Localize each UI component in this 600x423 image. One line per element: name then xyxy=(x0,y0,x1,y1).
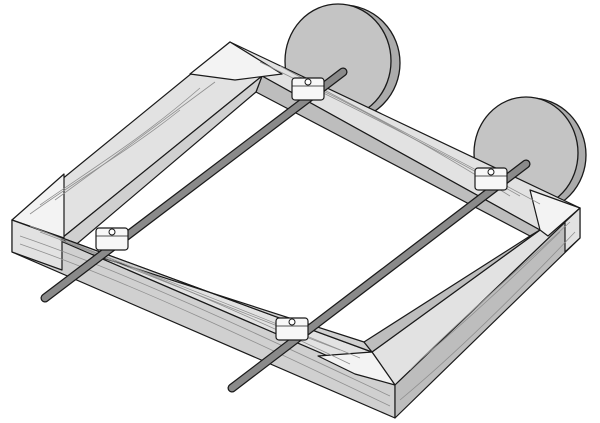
axle-left xyxy=(40,67,348,303)
frame xyxy=(11,41,581,419)
clamp-front-right xyxy=(275,317,309,341)
clamp-back-left xyxy=(291,77,325,101)
clamp-front-left xyxy=(95,227,129,251)
axle-right xyxy=(227,159,531,393)
gusset-front-corner xyxy=(317,351,396,386)
clamp-back-right xyxy=(474,167,508,191)
gusset-right-corner xyxy=(529,189,581,237)
gusset-back-corner xyxy=(189,41,283,81)
